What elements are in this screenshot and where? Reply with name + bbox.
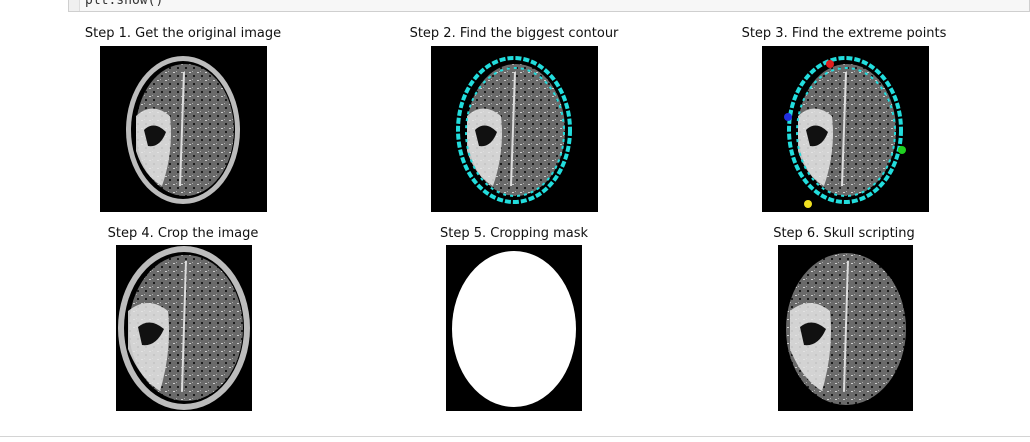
step-4-cropped-image bbox=[116, 245, 252, 411]
step-3-title: Step 3. Find the extreme points bbox=[741, 26, 947, 41]
step-2-contour-image bbox=[431, 46, 598, 212]
step-5-mask-image bbox=[446, 245, 582, 411]
step-4-title: Step 4. Crop the image bbox=[107, 226, 259, 241]
extreme-right-point bbox=[898, 146, 906, 154]
code-cell[interactable]: plt.show() bbox=[68, 0, 1030, 12]
step-5-title: Step 5. Cropping mask bbox=[439, 226, 589, 241]
step-6-skull-stripped-image bbox=[778, 245, 913, 411]
cell-bottom-divider bbox=[0, 436, 1030, 437]
step-1-brain-image bbox=[100, 46, 267, 212]
cell-gutter bbox=[69, 0, 80, 11]
step-1-title: Step 1. Get the original image bbox=[84, 26, 282, 41]
extreme-top-point bbox=[826, 60, 834, 68]
code-line: plt.show() bbox=[85, 0, 164, 8]
extreme-bottom-point bbox=[804, 200, 812, 208]
step-3-extreme-points-image bbox=[762, 46, 929, 212]
extreme-left-point bbox=[784, 113, 792, 121]
step-6-title: Step 6. Skull scripting bbox=[773, 226, 915, 241]
step-2-title: Step 2. Find the biggest contour bbox=[409, 26, 619, 41]
